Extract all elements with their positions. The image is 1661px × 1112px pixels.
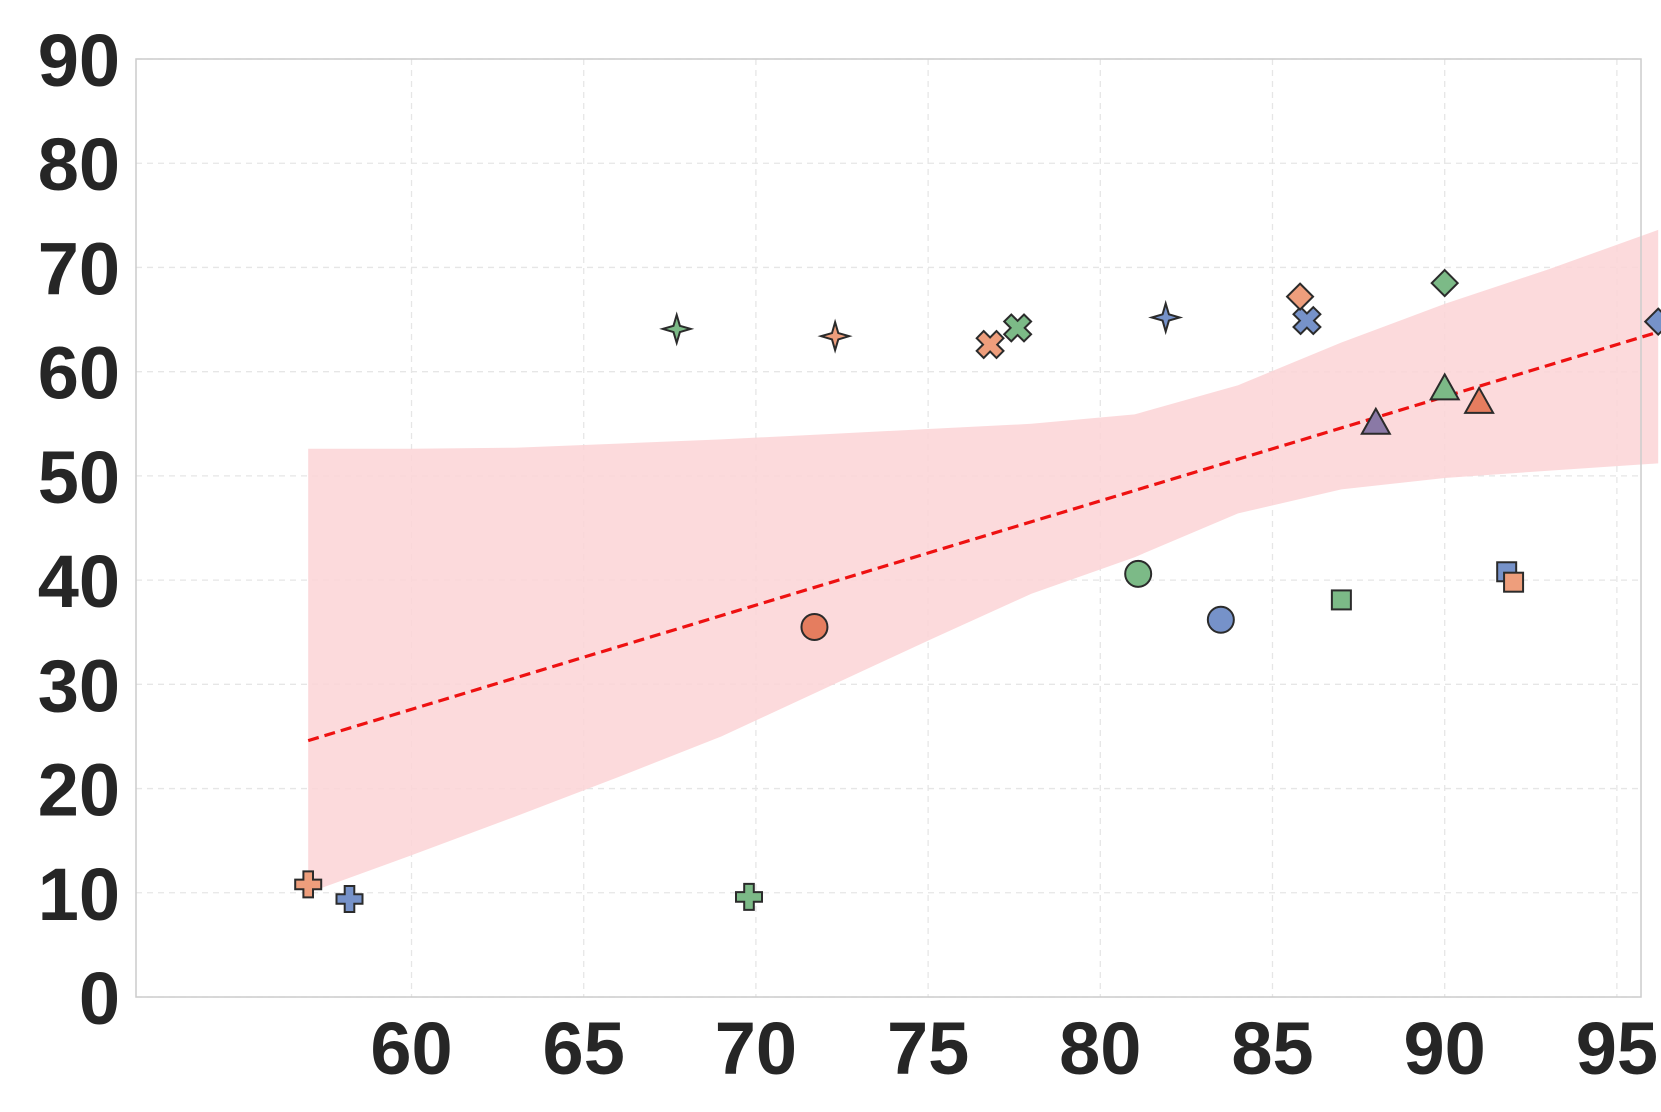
y-tick-label: 40 bbox=[38, 540, 120, 623]
y-axis-ticks: 0 10 20 30 40 50 60 70 80 90 bbox=[38, 19, 120, 1040]
triangle-marker-red bbox=[1463, 385, 1495, 414]
star4-marker-blue bbox=[1148, 299, 1184, 336]
y-tick-label: 60 bbox=[38, 332, 120, 415]
x-marker-orange bbox=[975, 329, 1005, 360]
circle-marker-blue bbox=[1206, 605, 1235, 634]
x-marker-green bbox=[1002, 313, 1033, 343]
y-tick-label: 50 bbox=[38, 436, 120, 519]
diamond-marker-blue bbox=[1643, 307, 1661, 337]
x-tick-label: 80 bbox=[1059, 1007, 1141, 1090]
circle-marker-red bbox=[800, 613, 829, 642]
circle-marker-green bbox=[1124, 559, 1153, 588]
star4-marker-orange bbox=[817, 318, 853, 354]
x-tick-label: 65 bbox=[543, 1007, 625, 1090]
data-points bbox=[294, 268, 1661, 913]
y-tick-label: 20 bbox=[38, 749, 120, 832]
x-tick-label: 60 bbox=[370, 1007, 452, 1090]
star4-marker-green bbox=[659, 311, 695, 347]
diamond-marker-orange bbox=[1285, 282, 1315, 312]
y-tick-label: 30 bbox=[38, 644, 120, 727]
square-marker-green bbox=[1330, 589, 1352, 611]
x-tick-label: 85 bbox=[1231, 1007, 1313, 1090]
plus-marker-green bbox=[735, 882, 763, 911]
y-tick-label: 70 bbox=[38, 227, 120, 310]
x-tick-label: 95 bbox=[1576, 1007, 1658, 1090]
y-tick-label: 0 bbox=[79, 957, 120, 1040]
plot-frame bbox=[135, 58, 1642, 998]
plus-marker-blue bbox=[335, 885, 364, 913]
x-tick-label: 70 bbox=[715, 1007, 797, 1090]
diamond-marker-green bbox=[1430, 268, 1460, 298]
x-tick-label: 90 bbox=[1404, 1007, 1486, 1090]
confidence-band-layer bbox=[308, 229, 1659, 893]
y-tick-label: 10 bbox=[38, 853, 120, 936]
y-tick-label: 80 bbox=[38, 123, 120, 206]
x-tick-label: 75 bbox=[887, 1007, 969, 1090]
square-marker-orange bbox=[1503, 571, 1525, 593]
confidence-band bbox=[308, 229, 1659, 893]
y-tick-label: 90 bbox=[38, 19, 120, 102]
plus-marker-orange bbox=[294, 870, 323, 899]
x-axis-ticks: 60 65 70 75 80 85 90 95 bbox=[370, 1007, 1658, 1090]
triangle-marker-green bbox=[1428, 372, 1461, 401]
triangle-marker-purple bbox=[1360, 406, 1392, 435]
